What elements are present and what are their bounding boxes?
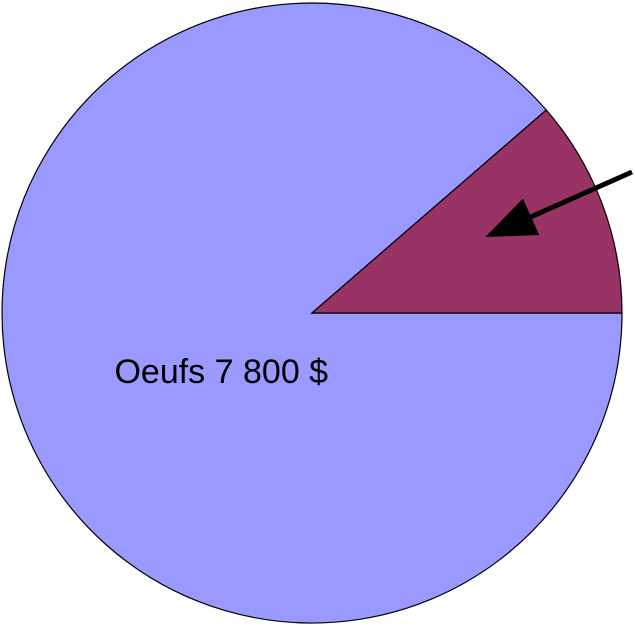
pie-slice (310, 109, 623, 314)
slice-category: Oeufs (114, 353, 205, 391)
pie (1, 2, 623, 624)
slice-label: Oeufs 7 800 $ (114, 353, 328, 391)
pie-slice (1, 2, 623, 624)
annotation-arrow (485, 169, 634, 238)
slice-value: 7 800 $ (215, 353, 329, 391)
